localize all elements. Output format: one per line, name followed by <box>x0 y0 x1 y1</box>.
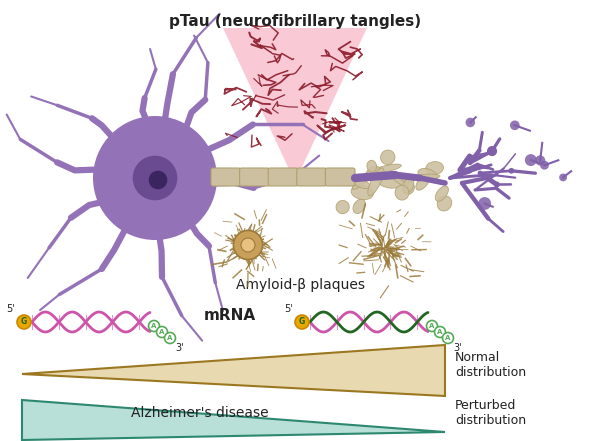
Ellipse shape <box>435 186 448 201</box>
Ellipse shape <box>367 160 377 172</box>
Ellipse shape <box>353 199 365 213</box>
Polygon shape <box>223 28 367 182</box>
Circle shape <box>17 315 31 329</box>
Ellipse shape <box>418 168 437 181</box>
Circle shape <box>487 146 497 156</box>
Ellipse shape <box>416 174 440 179</box>
Text: pTau (neurofibrillary tangles): pTau (neurofibrillary tangles) <box>169 14 421 29</box>
FancyBboxPatch shape <box>239 168 269 186</box>
FancyBboxPatch shape <box>297 168 326 186</box>
Text: A: A <box>160 329 164 335</box>
Text: A: A <box>167 335 173 341</box>
Circle shape <box>443 333 454 344</box>
Circle shape <box>471 157 476 161</box>
Circle shape <box>149 321 160 332</box>
Ellipse shape <box>336 201 349 213</box>
Circle shape <box>510 120 520 130</box>
Circle shape <box>241 238 255 252</box>
Ellipse shape <box>368 168 384 196</box>
Circle shape <box>427 321 437 332</box>
Text: G: G <box>21 318 27 326</box>
Circle shape <box>494 182 500 187</box>
Ellipse shape <box>374 164 401 172</box>
Ellipse shape <box>389 172 407 187</box>
Ellipse shape <box>426 161 443 175</box>
Ellipse shape <box>352 178 370 189</box>
Circle shape <box>535 155 545 165</box>
FancyBboxPatch shape <box>211 168 241 186</box>
Circle shape <box>466 118 475 127</box>
Ellipse shape <box>401 174 415 183</box>
Circle shape <box>509 168 514 174</box>
Circle shape <box>93 116 217 240</box>
Ellipse shape <box>416 175 430 190</box>
Polygon shape <box>22 345 445 396</box>
Circle shape <box>467 154 472 159</box>
Ellipse shape <box>351 185 373 200</box>
Text: G: G <box>299 318 305 326</box>
Text: Perturbed
distribution: Perturbed distribution <box>455 399 526 427</box>
Circle shape <box>133 156 178 200</box>
Circle shape <box>525 154 537 166</box>
Circle shape <box>233 231 263 260</box>
Circle shape <box>295 315 309 329</box>
Text: A: A <box>430 323 434 329</box>
Text: Alzheimer's disease: Alzheimer's disease <box>131 406 269 420</box>
Circle shape <box>157 326 167 337</box>
Ellipse shape <box>367 166 380 177</box>
Ellipse shape <box>403 178 414 193</box>
Text: 3': 3' <box>176 343 184 353</box>
Ellipse shape <box>380 150 395 164</box>
Ellipse shape <box>352 171 373 189</box>
Text: Amyloid-β plaques: Amyloid-β plaques <box>235 278 365 292</box>
FancyBboxPatch shape <box>325 168 355 186</box>
Text: mRNA: mRNA <box>204 309 256 324</box>
Circle shape <box>559 173 567 181</box>
Ellipse shape <box>378 176 402 188</box>
Text: A: A <box>445 335 451 341</box>
Text: 5': 5' <box>284 304 293 314</box>
Ellipse shape <box>395 185 409 200</box>
Polygon shape <box>22 400 445 440</box>
Text: 5': 5' <box>6 304 15 314</box>
Circle shape <box>149 171 167 189</box>
Circle shape <box>478 197 491 210</box>
Text: 3': 3' <box>454 343 463 353</box>
Circle shape <box>434 326 445 337</box>
Circle shape <box>476 164 481 170</box>
Text: A: A <box>437 329 443 335</box>
Text: A: A <box>151 323 157 329</box>
FancyBboxPatch shape <box>268 168 298 186</box>
Text: Normal
distribution: Normal distribution <box>455 351 526 379</box>
Circle shape <box>164 333 176 344</box>
Circle shape <box>540 161 549 170</box>
Ellipse shape <box>437 196 452 211</box>
Ellipse shape <box>403 182 415 194</box>
